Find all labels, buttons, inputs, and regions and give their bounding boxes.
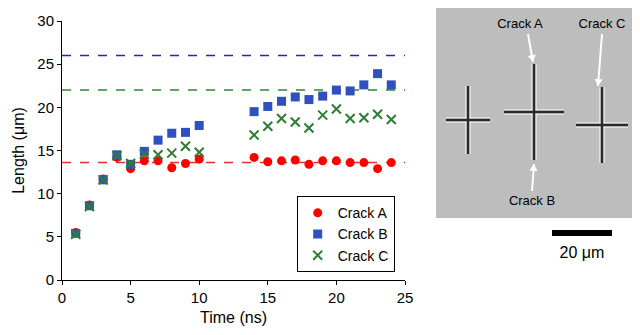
svg-text:Crack B: Crack B [338, 226, 388, 242]
svg-text:Crack A: Crack A [338, 205, 388, 221]
svg-text:15: 15 [259, 289, 276, 306]
svg-text:5: 5 [126, 289, 134, 306]
svg-text:25: 25 [397, 289, 414, 306]
svg-text:30: 30 [37, 12, 54, 29]
svg-text:Crack C: Crack C [579, 16, 626, 31]
svg-text:20 μm: 20 μm [560, 244, 605, 261]
svg-text:15: 15 [37, 142, 54, 159]
svg-text:20: 20 [37, 99, 54, 116]
svg-text:5: 5 [46, 228, 54, 245]
svg-text:25: 25 [37, 55, 54, 72]
svg-text:10: 10 [37, 185, 54, 202]
svg-text:Time (ns): Time (ns) [200, 309, 267, 326]
svg-text:20: 20 [328, 289, 345, 306]
svg-text:10: 10 [191, 289, 208, 306]
svg-text:Crack C: Crack C [338, 248, 389, 264]
svg-text:Length (μm): Length (μm) [10, 107, 27, 194]
svg-text:Crack A: Crack A [497, 16, 543, 31]
svg-text:Crack B: Crack B [509, 193, 555, 208]
svg-text:0: 0 [46, 271, 54, 288]
svg-text:0: 0 [58, 289, 66, 306]
